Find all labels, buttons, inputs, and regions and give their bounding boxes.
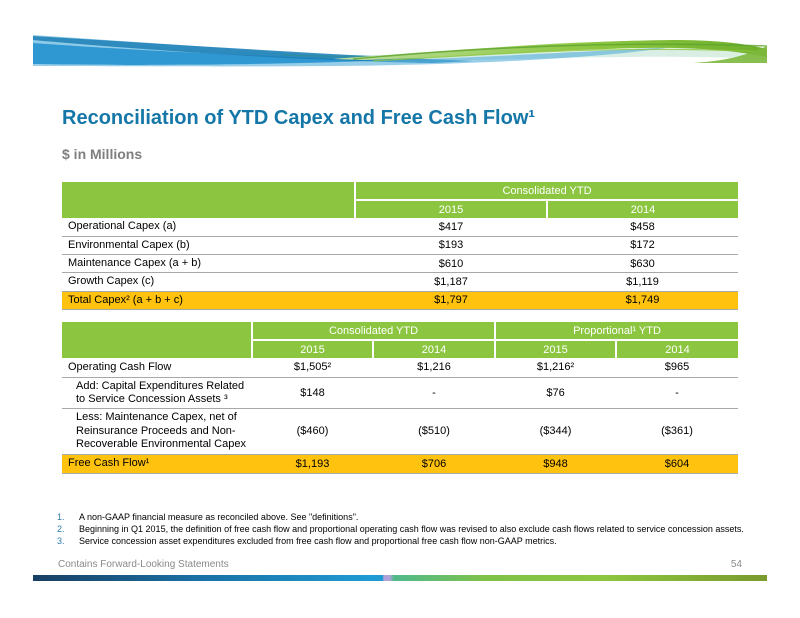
row-value: $1,797 (434, 294, 468, 307)
row-value: ($510) (418, 425, 450, 438)
year-header: 2015 (494, 339, 617, 358)
page-title: Reconciliation of YTD Capex and Free Cas… (62, 107, 536, 129)
row-value: $604 (664, 457, 690, 470)
row-label: Operational Capex (a) (68, 220, 177, 233)
row-value: $148 (300, 386, 325, 399)
footnote-item: 3. Service concession asset expenditures … (57, 536, 747, 547)
row-value: ($344) (539, 425, 572, 438)
row-value: $1,505² (293, 361, 332, 374)
table-row: Operational Capex (a) $417 $458 (62, 218, 739, 236)
table-row: Environmental Capex (b) $193 $172 (62, 236, 739, 255)
footnote-text: Service concession asset expenditures ex… (79, 536, 557, 546)
row-label: Free Cash Flow¹ (68, 456, 150, 469)
footnote-item: 1. A non-GAAP financial measure as reconc… (57, 512, 747, 523)
wave-banner-image (33, 33, 767, 69)
row-value: $1,187 (434, 276, 468, 289)
year-header: 2014 (371, 339, 496, 358)
year-header-row: 2015 2014 2015 2014 (62, 339, 739, 358)
table-row: Growth Capex (c) $1,187 $1,119 (62, 272, 739, 292)
group-header-row: Consolidated YTD Proportional¹ YTD (62, 322, 739, 358)
row-label: Growth Capex (c) (68, 275, 155, 288)
row-value: - (675, 386, 679, 399)
row-value: $417 (438, 220, 464, 233)
group-header-consolidated: Consolidated YTD (353, 182, 739, 200)
year-header: 2015 (354, 199, 547, 218)
row-value: ($460) (296, 425, 329, 438)
blank-header-cell (62, 322, 252, 358)
year-header: 2014 (545, 199, 739, 218)
cash-flow-table: Consolidated YTD Proportional¹ YTD 2015 2… (62, 322, 739, 474)
year-header: 2015 (251, 339, 373, 358)
table-row: Add: Capital Expenditures Related to Ser… (62, 377, 739, 409)
footnote-text: Beginning in Q1 2015, the definition of … (79, 524, 744, 534)
footer-disclaimer: Contains Forward-Looking Statements (58, 559, 229, 570)
footnote-number: 1. (57, 512, 65, 522)
row-value: $610 (438, 257, 464, 270)
row-value: ($361) (661, 425, 693, 438)
footnote-item: 2. Beginning in Q1 2015, the definition o… (57, 524, 747, 535)
footer-gradient-bar (33, 575, 767, 581)
footnotes: 1. A non-GAAP financial measure as reconc… (57, 512, 747, 548)
footnote-number: 2. (57, 524, 65, 534)
group-header-row: Consolidated YTD (62, 182, 739, 218)
row-label: Total Capex² (a + b + c) (68, 293, 183, 306)
row-value: $172 (630, 239, 655, 252)
row-value: $76 (546, 386, 565, 399)
row-value: $1,119 (626, 276, 659, 289)
group-header-proportional: Proportional¹ YTD (494, 322, 739, 340)
row-value: $706 (421, 457, 447, 470)
row-value: - (432, 386, 436, 399)
wave-graphic (33, 35, 767, 67)
row-label: Maintenance Capex (a + b) (68, 256, 201, 269)
units-subtitle: $ in Millions (62, 146, 143, 162)
row-label: Environmental Capex (b) (68, 238, 190, 251)
row-value: $948 (543, 457, 568, 470)
page-number: 54 (730, 559, 742, 570)
row-value: $1,749 (625, 294, 660, 307)
table-row: Total Capex² (a + b + c) $1,797 $1,749 (62, 291, 739, 310)
capex-table-body: Operational Capex (a) $417 $458 Environment… (62, 218, 739, 310)
footnote-number: 3. (57, 536, 65, 546)
row-value: $1,216 (417, 361, 451, 374)
footnote-text: A non-GAAP financial measure as reconcil… (79, 512, 359, 522)
table-row: Maintenance Capex (a + b) $610 $630 (62, 254, 739, 273)
table-row: Operating Cash Flow $1,505² $1,216 $1,216² $… (62, 358, 739, 377)
row-value: $193 (438, 239, 464, 252)
row-label: Add: Capital Expenditures Related to Ser… (76, 379, 245, 405)
capex-table: Consolidated YTD 2015 2014 Operational Ca… (62, 182, 739, 310)
blank-header-cell (62, 182, 355, 218)
group-header-consolidated: Consolidated YTD (250, 322, 496, 340)
row-value: $458 (630, 220, 655, 233)
cash-flow-table-body: Operating Cash Flow $1,505² $1,216 $1,216² $… (62, 358, 739, 474)
row-value: $1,193 (295, 457, 330, 470)
row-label: Operating Cash Flow (68, 360, 172, 373)
row-value: $1,216² (536, 361, 575, 374)
table-row: Less: Maintenance Capex, net of Reinsura… (62, 408, 739, 455)
year-header: 2014 (615, 339, 739, 358)
row-label: Less: Maintenance Capex, net of Reinsura… (76, 411, 246, 451)
row-value: $965 (664, 361, 690, 374)
row-value: $630 (630, 257, 655, 270)
table-row: Free Cash Flow¹ $1,193 $706 $948 $604 (62, 454, 739, 474)
year-header-row: 2015 2014 (62, 199, 739, 218)
